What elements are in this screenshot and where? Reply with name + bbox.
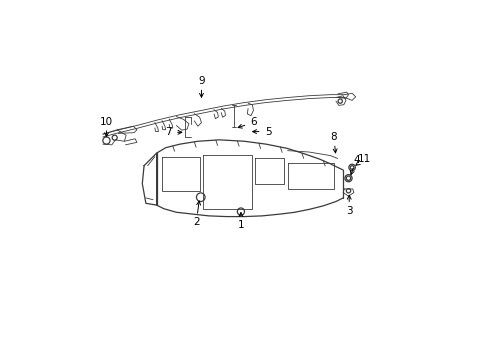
Text: 4: 4 [352,154,359,165]
Text: 3: 3 [345,206,352,216]
Circle shape [344,175,351,182]
Circle shape [102,137,110,144]
Text: 6: 6 [250,117,256,127]
Text: 8: 8 [330,132,336,142]
Circle shape [112,135,117,140]
Text: 7: 7 [165,127,171,137]
Circle shape [237,208,244,215]
Text: 9: 9 [198,76,204,86]
Circle shape [196,193,204,202]
Text: 2: 2 [193,217,199,227]
Circle shape [348,164,355,171]
Text: 5: 5 [264,127,271,136]
Text: 11: 11 [357,154,370,164]
Text: 10: 10 [100,117,113,127]
Text: 1: 1 [237,220,244,230]
